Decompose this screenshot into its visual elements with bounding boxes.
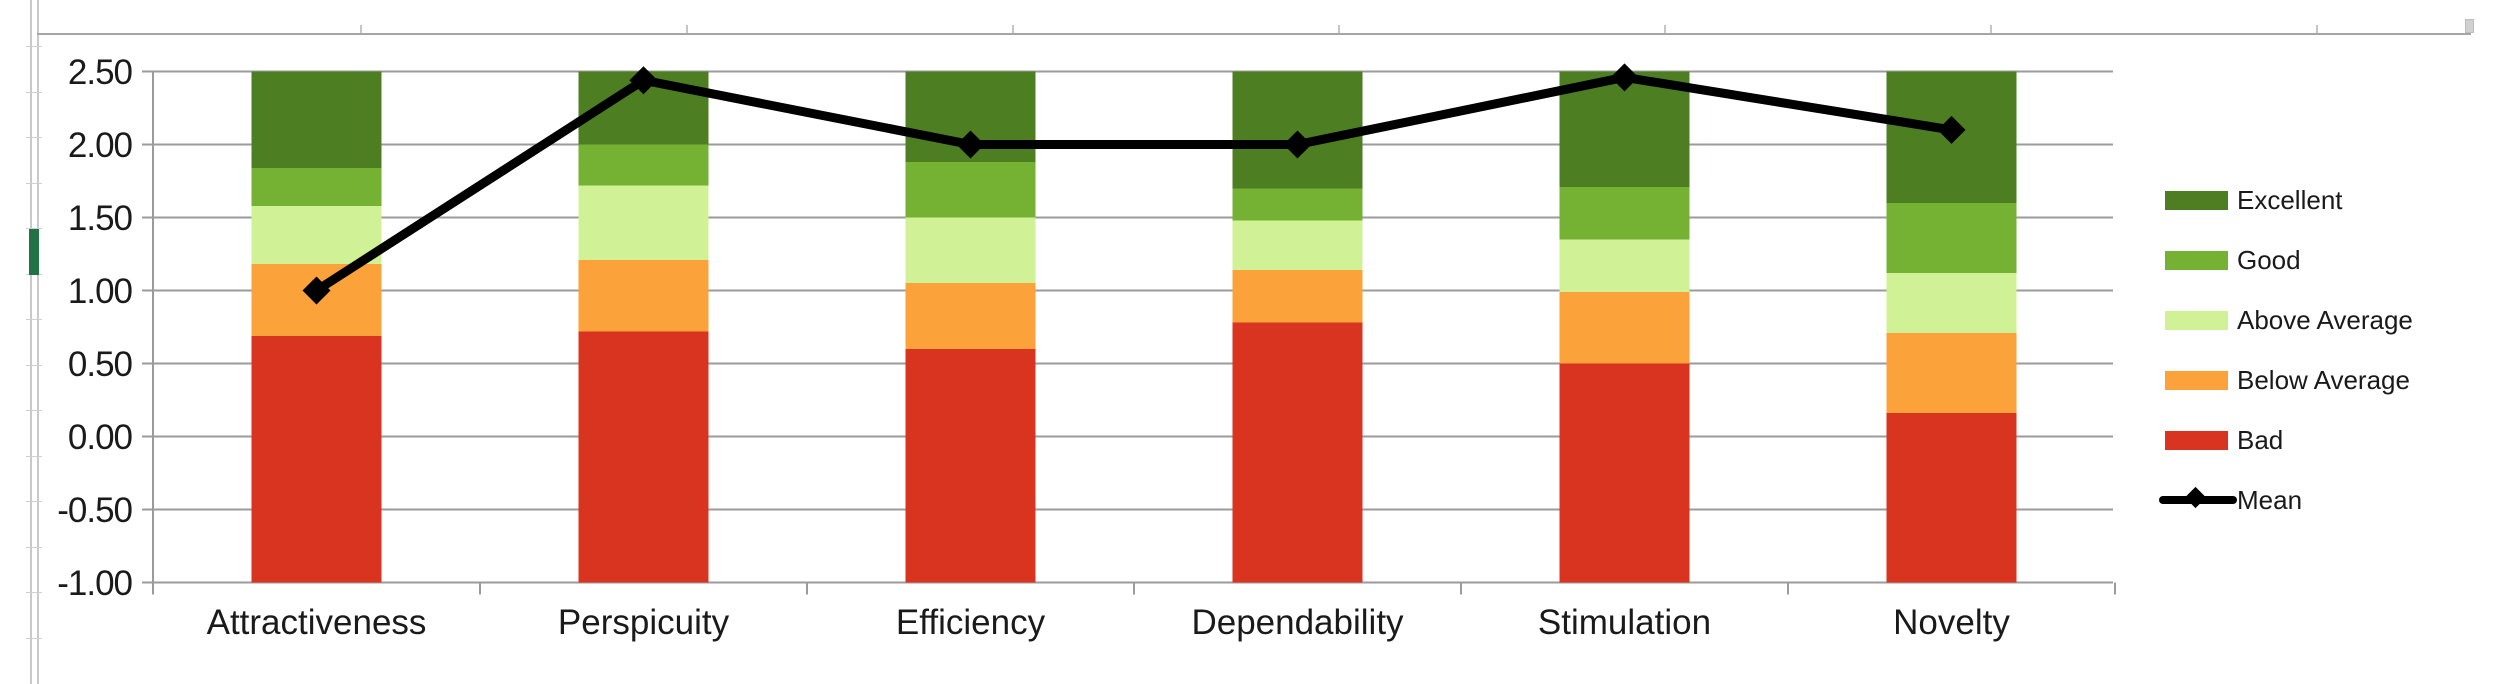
mean-point-marker[interactable] — [302, 276, 331, 305]
bar-segment-above-average[interactable] — [1559, 239, 1690, 292]
y-axis-tick-label[interactable]: 2.50 — [67, 52, 133, 92]
legend-label: Above Average — [2237, 305, 2413, 335]
legend-color-swatch — [2165, 190, 2228, 210]
mean-line[interactable] — [312, 72, 1956, 295]
excel-column-gridline — [37, 0, 39, 684]
x-axis-category-label[interactable]: Perspicuity — [557, 603, 730, 642]
excel-column-gridline — [30, 0, 32, 684]
excel-column-gridline-stub — [1338, 25, 1340, 33]
bar-segment-below-average[interactable] — [905, 283, 1036, 349]
y-axis-tick-label[interactable]: -0.50 — [57, 490, 133, 530]
legend-item-below-average[interactable]: Below Average — [2159, 360, 2410, 400]
excel-row-gridline-stub — [26, 410, 42, 411]
excel-row-gridline-stub — [26, 319, 42, 320]
x-axis-category-label[interactable]: Efficiency — [895, 603, 1046, 642]
legend-color-swatch — [2165, 310, 2228, 330]
bar-segment-good[interactable] — [251, 167, 382, 206]
legend-label: Mean — [2237, 485, 2303, 515]
excel-row-gridline-stub — [26, 546, 42, 548]
excel-row-gridline-stub — [26, 91, 42, 93]
excel-column-gridline-stub — [1664, 25, 1666, 33]
bar-segment-good[interactable] — [578, 144, 709, 186]
excel-row-gridline-stub — [26, 46, 42, 47]
bar-segment-excellent[interactable] — [1232, 71, 1363, 189]
excel-row-gridline-stub — [26, 228, 42, 229]
chart-object-corner-handle[interactable] — [2465, 19, 2474, 33]
legend-line-marker — [2159, 486, 2237, 511]
bar-segment-bad[interactable] — [1886, 413, 2017, 583]
bar-segment-above-average[interactable] — [1886, 272, 2017, 333]
mean-point-marker[interactable] — [1610, 63, 1639, 92]
legend-label: Bad — [2237, 425, 2284, 455]
bar-segment-above-average[interactable] — [251, 205, 382, 265]
bar-segment-above-average[interactable] — [905, 217, 1036, 284]
y-axis-tick-label[interactable]: 1.50 — [67, 198, 133, 238]
y-axis-tick-label[interactable]: 0.50 — [67, 344, 133, 384]
bar-segment-bad[interactable] — [905, 348, 1036, 583]
y-axis-tick-label[interactable]: -1.00 — [57, 563, 133, 603]
excel-row-gridline-stub — [26, 364, 42, 366]
legend-diamond-icon — [2184, 486, 2207, 509]
bar-segment-below-average[interactable] — [1232, 270, 1363, 323]
excel-column-gridline-stub — [686, 25, 688, 33]
legend-item-excellent[interactable]: Excellent — [2159, 180, 2343, 220]
bar-segment-above-average[interactable] — [1232, 220, 1363, 271]
bar-segment-excellent[interactable] — [251, 71, 382, 168]
y-axis-tick-label[interactable]: 2.00 — [67, 125, 133, 165]
legend-label: Below Average — [2237, 365, 2410, 395]
bar-segment-below-average[interactable] — [578, 259, 709, 332]
excel-row-gridline-stub — [26, 637, 42, 639]
bar-segment-below-average[interactable] — [1559, 291, 1690, 364]
bar-segment-good[interactable] — [905, 162, 1036, 218]
excel-row-gridline-stub — [26, 592, 42, 593]
legend-color-swatch — [2165, 430, 2228, 450]
legend-color-swatch — [2165, 250, 2228, 270]
legend-color-swatch — [2165, 370, 2228, 390]
bar-segment-bad[interactable] — [578, 331, 709, 583]
bar-segment-good[interactable] — [1886, 202, 2017, 273]
bar-segment-good[interactable] — [1232, 188, 1363, 221]
legend-item-good[interactable]: Good — [2159, 240, 2301, 280]
excel-column-gridline-stub — [1012, 25, 1014, 33]
bar-segment-good[interactable] — [1559, 186, 1690, 240]
x-axis-category-label[interactable]: Dependability — [1191, 603, 1404, 642]
x-axis-category-label[interactable]: Stimulation — [1537, 603, 1712, 642]
excel-row-gridline-stub — [26, 137, 42, 138]
excel-column-gridline-stub — [1990, 25, 1992, 33]
legend-item-bad[interactable]: Bad — [2159, 420, 2283, 460]
excel-row-gridline-stub — [26, 182, 42, 184]
y-axis-tick-label[interactable]: 0.00 — [67, 417, 133, 457]
excel-row-gridline-stub — [26, 455, 42, 457]
legend-label: Good — [2237, 245, 2301, 275]
excel-column-gridline-stub — [360, 25, 362, 33]
bar-segment-above-average[interactable] — [578, 185, 709, 260]
mean-point-marker[interactable] — [956, 130, 985, 159]
mean-point-marker[interactable] — [1937, 115, 1966, 144]
bar-segment-bad[interactable] — [1232, 322, 1363, 583]
excel-selected-cell-marker — [29, 229, 39, 275]
x-axis-category-label[interactable]: Attractiveness — [206, 603, 427, 642]
bar-segment-bad[interactable] — [251, 335, 382, 583]
mean-point-marker[interactable] — [629, 66, 658, 95]
excel-row-gridline-stub — [26, 501, 42, 502]
legend-item-mean[interactable]: Mean — [2159, 480, 2302, 520]
mean-point-marker[interactable] — [1283, 130, 1312, 159]
bar-segment-bad[interactable] — [1559, 363, 1690, 583]
legend-label: Excellent — [2237, 185, 2343, 215]
x-axis-category-label[interactable]: Novelty — [1893, 603, 2010, 642]
y-axis-tick-label[interactable]: 1.00 — [67, 271, 133, 311]
legend-item-above-average[interactable]: Above Average — [2159, 300, 2413, 340]
bar-segment-below-average[interactable] — [1886, 332, 2017, 414]
chart-object-top-border — [37, 33, 2471, 35]
excel-column-gridline-stub — [2316, 25, 2318, 33]
